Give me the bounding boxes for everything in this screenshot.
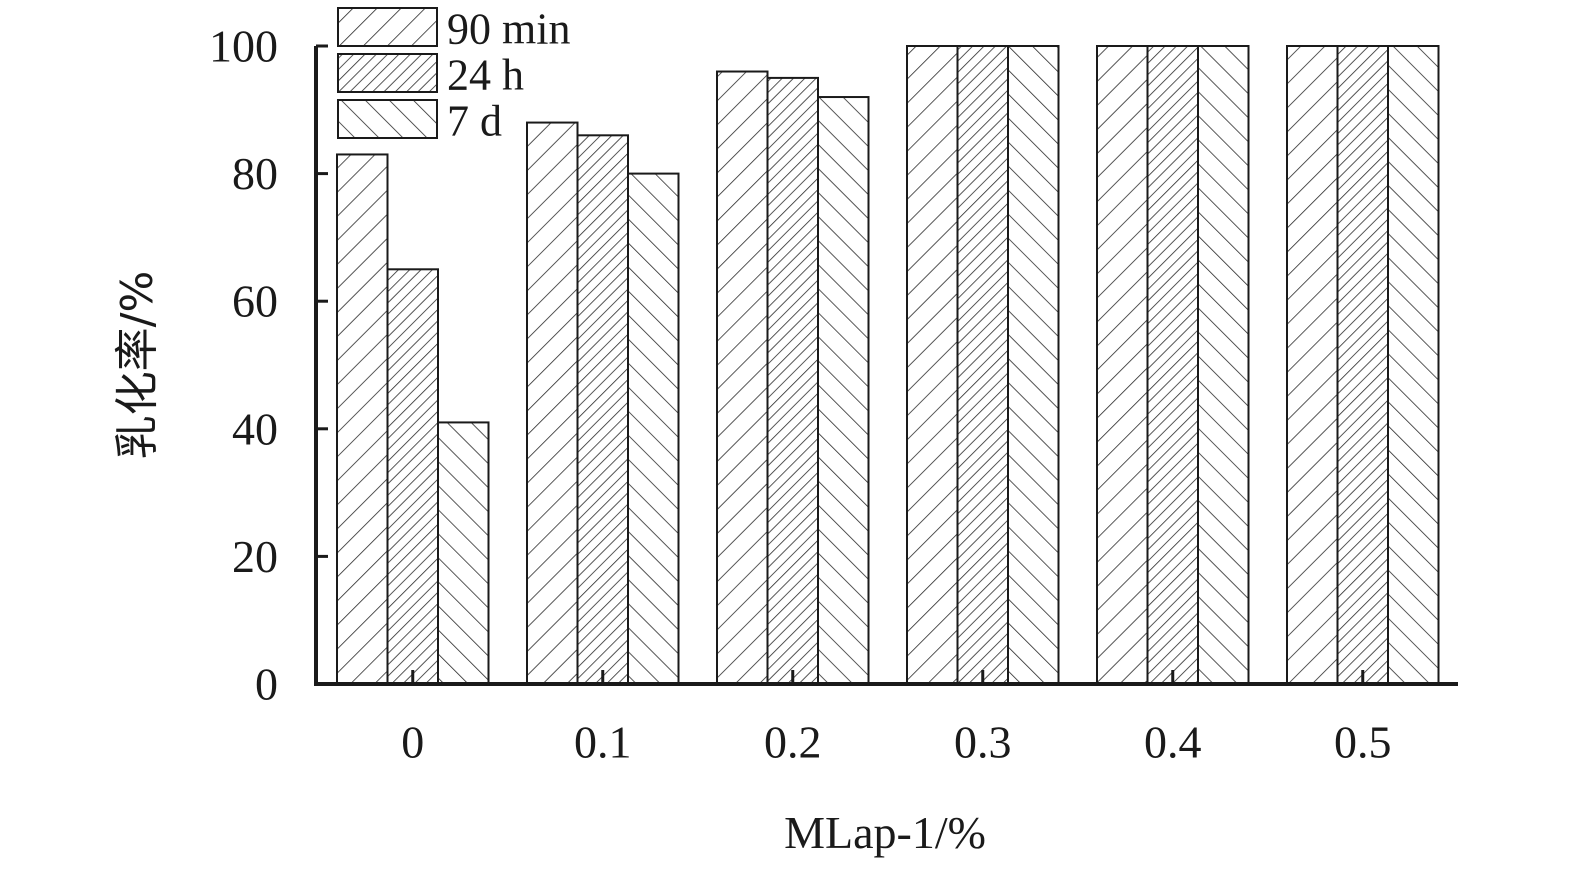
legend-swatch-1 [337,53,438,93]
bar-series-2-cat-1 [627,172,680,685]
bar-series-2-cat-0 [437,421,490,685]
ticks-layer: 0 20 40 60 80 100 0 0.1 0.2 0.3 0.4 0.5 [209,21,1392,768]
bar-series-1-cat-3 [956,45,1009,685]
bar-series-0-cat-1 [526,121,579,685]
x-tick-label-3: 0.3 [954,717,1012,768]
bar-series-0-cat-0 [336,153,389,685]
bar-series-1-cat-5 [1336,45,1389,685]
x-tick-label-0: 0 [401,717,424,768]
x-tick-label-2: 0.2 [764,717,822,768]
bars-layer [336,45,1440,686]
bar-series-1-cat-0 [386,268,439,685]
bar-series-0-cat-3 [906,45,959,685]
legend-swatch-2 [337,99,438,139]
bar-series-2-cat-2 [817,96,870,686]
bar-series-1-cat-4 [1146,45,1199,685]
bar-series-1-cat-1 [576,134,629,685]
bar-series-1-cat-2 [766,76,819,685]
legend-label-2: 7 d [447,97,502,146]
legend-label-1: 24 h [447,51,524,100]
y-tick-label-1: 20 [232,531,278,582]
legend-swatch-0 [337,7,438,47]
y-tick-label-2: 40 [232,403,278,454]
y-tick-label-4: 80 [232,148,278,199]
bar-series-2-cat-4 [1197,45,1250,685]
x-axis-title: MLap-1/% [784,807,986,858]
legend-label-0: 90 min [447,5,570,54]
y-tick-label-5: 100 [209,21,278,72]
x-tick-label-5: 0.5 [1334,717,1392,768]
bar-series-2-cat-5 [1387,45,1440,685]
bar-series-0-cat-2 [716,70,769,685]
y-tick-label-0: 0 [255,659,278,710]
axes-layer [314,46,1458,686]
bar-series-2-cat-3 [1007,45,1060,685]
y-tick-label-3: 60 [232,276,278,327]
x-tick-label-4: 0.4 [1144,717,1202,768]
y-axis-title: 乳化率/% [112,271,163,460]
bar-series-0-cat-5 [1286,45,1339,685]
x-tick-label-1: 0.1 [574,717,632,768]
bar-series-0-cat-4 [1096,45,1149,685]
